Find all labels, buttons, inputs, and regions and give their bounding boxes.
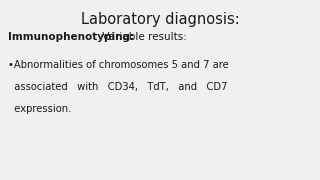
Text: Immunophenotyping:: Immunophenotyping: — [8, 32, 134, 42]
Text: Laboratory diagnosis:: Laboratory diagnosis: — [81, 12, 239, 27]
Text: •Abnormalities of chromosomes 5 and 7 are: •Abnormalities of chromosomes 5 and 7 ar… — [8, 60, 229, 70]
Text: associated   with   CD34,   TdT,   and   CD7: associated with CD34, TdT, and CD7 — [8, 82, 228, 92]
Text: Variable results:: Variable results: — [99, 32, 187, 42]
Text: expression.: expression. — [8, 104, 71, 114]
